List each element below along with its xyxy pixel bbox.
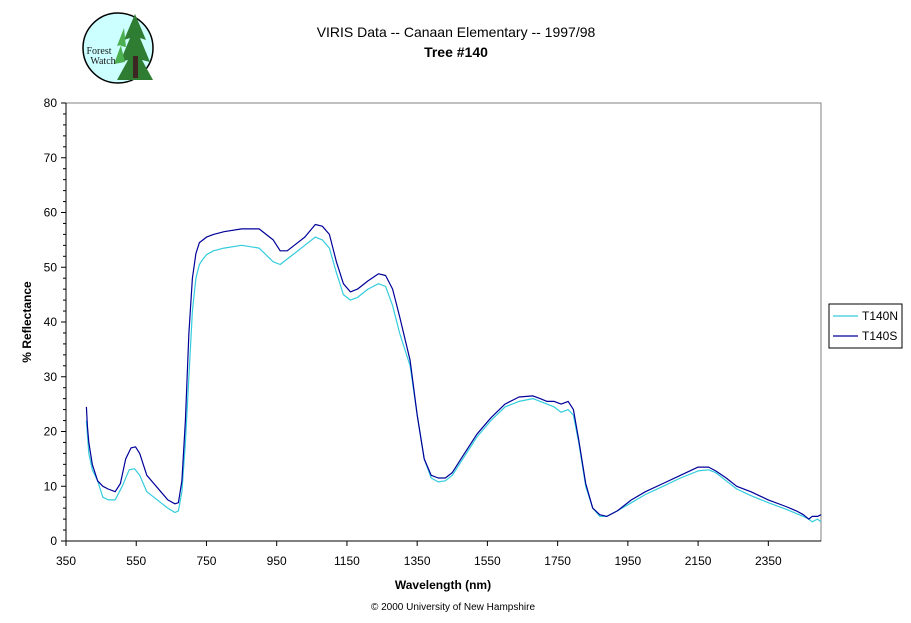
legend: T140N T140S — [828, 303, 903, 349]
copyright-footer: © 2000 University of New Hampshire — [371, 602, 536, 613]
y-tick-label: 20 — [44, 425, 58, 439]
x-tick-label: 1550 — [474, 554, 501, 568]
x-tick-label: 2350 — [755, 554, 782, 568]
y-tick-label: 40 — [44, 315, 58, 329]
x-axis-label: Wavelength (nm) — [395, 578, 491, 592]
y-tick-label: 70 — [44, 151, 58, 165]
x-tick-label: 2150 — [685, 554, 712, 568]
series-group — [85, 223, 822, 523]
logo-text-line1: Forest — [87, 46, 112, 57]
y-tick-label: 80 — [44, 96, 58, 110]
x-tick-label: 350 — [56, 554, 76, 568]
y-tick-label: 50 — [44, 260, 58, 274]
chart-title: VIRIS Data -- Canaan Elementary -- 1997/… — [317, 24, 596, 40]
logo-text-line2: Watch — [90, 56, 115, 67]
y-axis-label: % Reflectance — [20, 281, 34, 363]
x-tick-label: 750 — [196, 554, 216, 568]
axes: 0 10 20 30 40 50 60 70 80 350 550 750 950 1150 1350 155… — [44, 96, 821, 568]
x-tick-label: 1750 — [544, 554, 571, 568]
forest-watch-logo: Forest Watch — [82, 12, 154, 84]
series-line-t140s — [85, 223, 822, 520]
series-line-t140n — [85, 236, 822, 523]
x-tick-label: 950 — [267, 554, 287, 568]
y-tick-label: 30 — [44, 370, 58, 384]
y-tick-label: 10 — [44, 479, 58, 493]
x-tick-label: 1350 — [404, 554, 431, 568]
x-tick-label: 1950 — [615, 554, 642, 568]
y-tick-label: 0 — [50, 534, 57, 548]
chart-subtitle: Tree #140 — [424, 44, 488, 60]
x-tick-label: 550 — [126, 554, 146, 568]
y-tick-label: 60 — [44, 206, 58, 220]
x-tick-label: 1150 — [334, 554, 360, 568]
legend-label-t140n: T140N — [862, 309, 898, 323]
plot-area — [65, 102, 822, 542]
legend-label-t140s: T140S — [862, 329, 897, 343]
legend-box — [828, 303, 903, 349]
